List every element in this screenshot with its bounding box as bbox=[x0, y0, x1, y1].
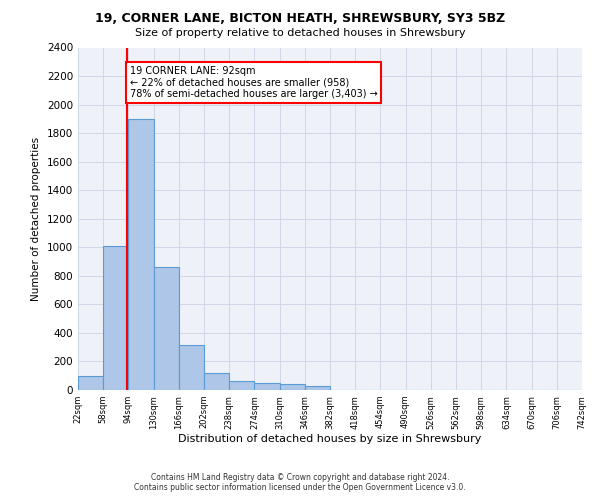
Text: Size of property relative to detached houses in Shrewsbury: Size of property relative to detached ho… bbox=[134, 28, 466, 38]
Bar bbox=[154, 268, 179, 390]
Bar bbox=[78, 376, 103, 390]
Bar bbox=[179, 345, 204, 390]
Bar bbox=[254, 383, 280, 390]
Y-axis label: Number of detached properties: Number of detached properties bbox=[31, 136, 41, 301]
Text: 19 CORNER LANE: 92sqm
← 22% of detached houses are smaller (958)
78% of semi-det: 19 CORNER LANE: 92sqm ← 22% of detached … bbox=[130, 66, 377, 100]
Bar bbox=[305, 386, 330, 390]
Bar bbox=[128, 119, 154, 390]
Bar bbox=[204, 373, 229, 390]
Text: 19, CORNER LANE, BICTON HEATH, SHREWSBURY, SY3 5BZ: 19, CORNER LANE, BICTON HEATH, SHREWSBUR… bbox=[95, 12, 505, 26]
Bar bbox=[280, 384, 305, 390]
X-axis label: Distribution of detached houses by size in Shrewsbury: Distribution of detached houses by size … bbox=[178, 434, 482, 444]
Text: Contains HM Land Registry data © Crown copyright and database right 2024.
Contai: Contains HM Land Registry data © Crown c… bbox=[134, 473, 466, 492]
Bar bbox=[229, 382, 254, 390]
Bar bbox=[103, 246, 128, 390]
